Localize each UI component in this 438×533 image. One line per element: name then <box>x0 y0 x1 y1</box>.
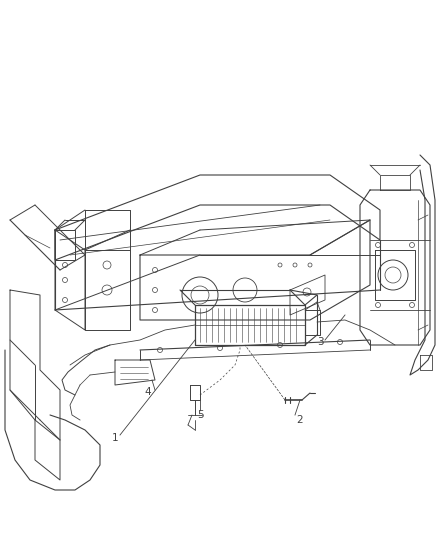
Text: 3: 3 <box>317 337 323 347</box>
Text: 2: 2 <box>297 415 303 425</box>
Text: 5: 5 <box>197 410 203 420</box>
Text: 4: 4 <box>145 387 151 397</box>
Text: 1: 1 <box>112 433 118 443</box>
